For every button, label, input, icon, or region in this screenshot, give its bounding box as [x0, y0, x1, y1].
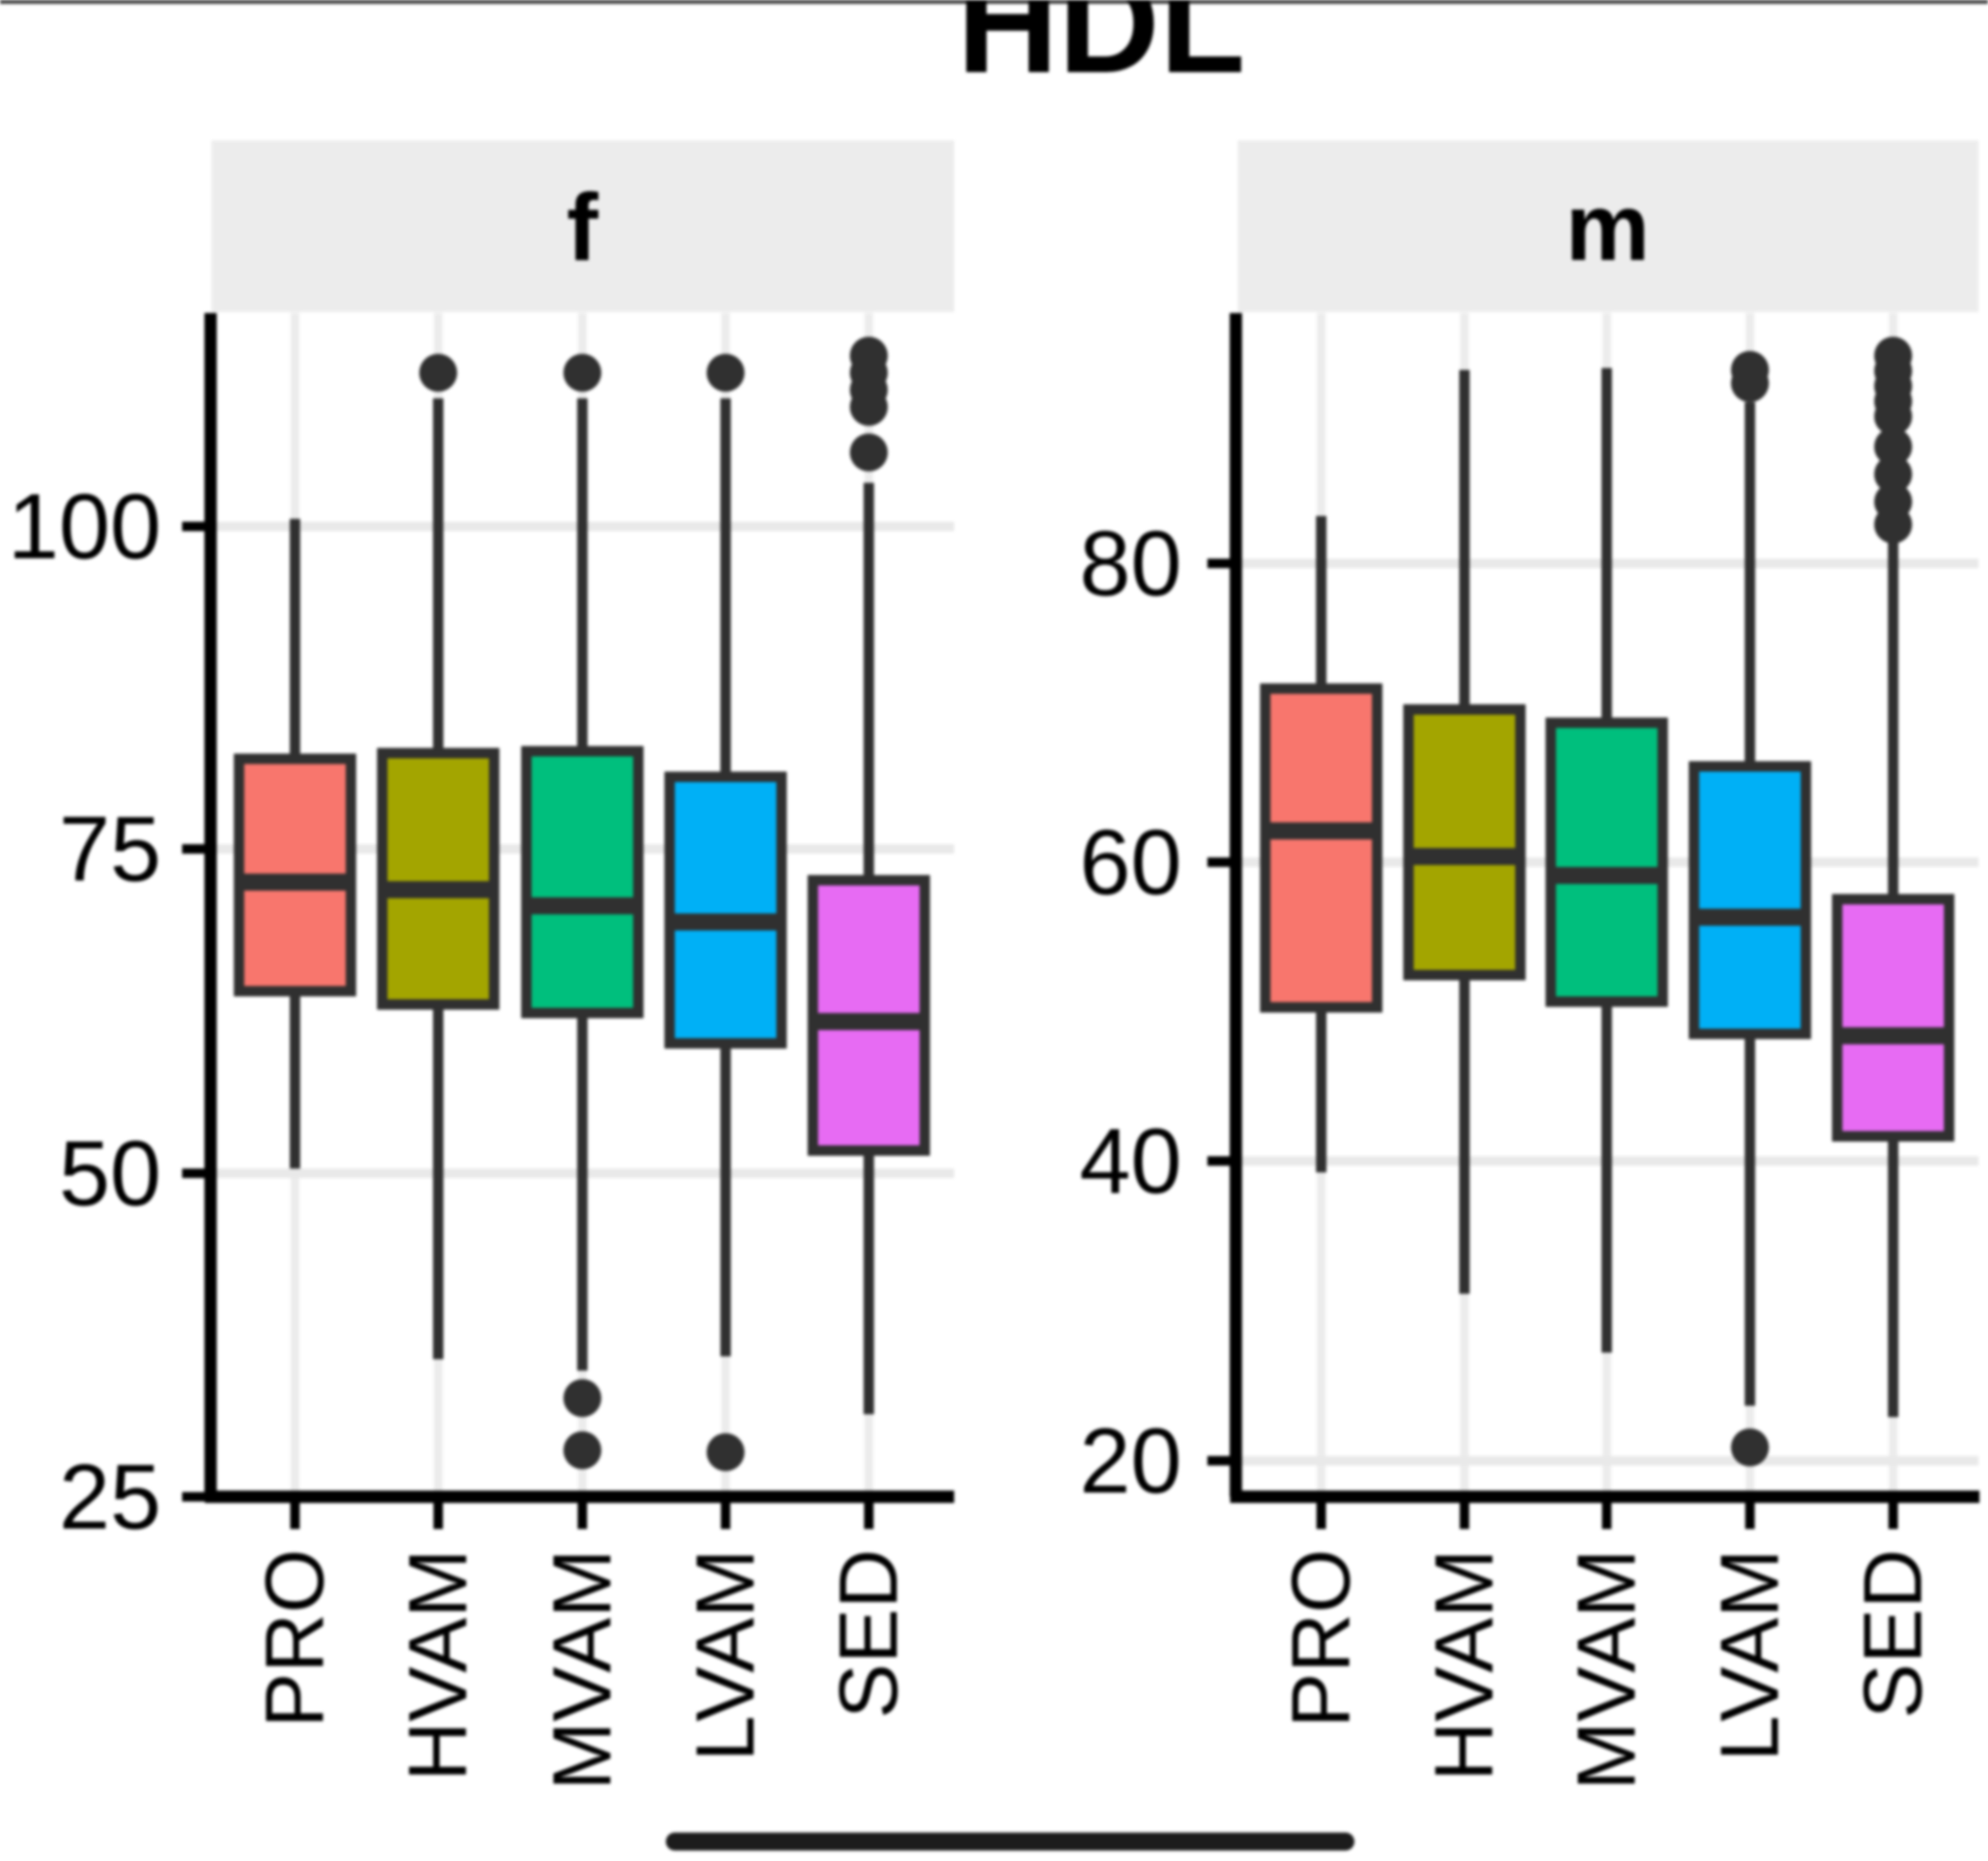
svg-text:HVAM: HVAM — [1419, 1549, 1511, 1781]
svg-text:HDL: HDL — [957, 0, 1245, 102]
svg-text:SED: SED — [1848, 1549, 1940, 1719]
svg-text:100: 100 — [8, 475, 161, 579]
svg-text:MVAM: MVAM — [1561, 1549, 1653, 1791]
svg-text:f: f — [566, 175, 598, 281]
svg-text:50: 50 — [59, 1122, 161, 1225]
svg-text:75: 75 — [59, 798, 161, 901]
svg-text:PRO: PRO — [1276, 1549, 1368, 1728]
svg-text:60: 60 — [1079, 811, 1182, 914]
svg-text:25: 25 — [59, 1446, 161, 1549]
svg-text:HVAM: HVAM — [393, 1549, 485, 1781]
svg-text:m: m — [1566, 175, 1650, 281]
svg-text:40: 40 — [1079, 1110, 1182, 1213]
svg-text:80: 80 — [1079, 512, 1182, 616]
svg-text:LVAM: LVAM — [680, 1549, 772, 1761]
svg-text:20: 20 — [1079, 1410, 1182, 1513]
svg-text:SED: SED — [823, 1549, 915, 1719]
svg-text:MVAM: MVAM — [537, 1549, 629, 1791]
svg-text:PRO: PRO — [249, 1549, 341, 1728]
svg-text:LVAM: LVAM — [1704, 1549, 1796, 1761]
